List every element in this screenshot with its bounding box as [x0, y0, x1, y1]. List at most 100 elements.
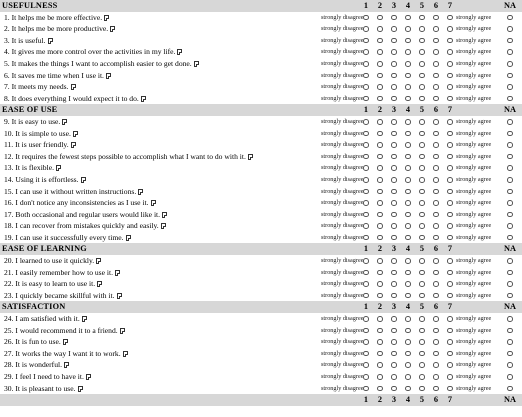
rating-radio-na[interactable] [507, 292, 513, 299]
rating-radio-3[interactable] [391, 165, 397, 171]
rating-radio-4[interactable] [405, 258, 411, 264]
comment-icon[interactable] [115, 269, 121, 276]
rating-radio-6[interactable] [433, 316, 439, 322]
rating-radio-1[interactable] [363, 165, 369, 171]
rating-radio-6[interactable] [433, 176, 439, 183]
rating-radio-5[interactable] [419, 211, 425, 218]
comment-icon[interactable] [247, 153, 253, 160]
rating-radio-6[interactable] [433, 72, 439, 79]
rating-radio-7[interactable] [447, 292, 453, 299]
rating-radio-na[interactable] [507, 37, 513, 44]
rating-radio-7[interactable] [447, 374, 453, 380]
comment-icon[interactable] [85, 374, 91, 380]
rating-radio-2[interactable] [377, 327, 383, 334]
rating-radio-4[interactable] [405, 327, 411, 334]
comment-icon[interactable] [47, 37, 53, 44]
rating-radio-na[interactable] [507, 49, 513, 55]
rating-radio-6[interactable] [433, 165, 439, 171]
rating-radio-na[interactable] [507, 362, 513, 368]
rating-radio-2[interactable] [377, 72, 383, 79]
rating-radio-6[interactable] [433, 223, 439, 229]
rating-radio-2[interactable] [377, 14, 383, 21]
rating-radio-6[interactable] [433, 14, 439, 21]
comment-icon[interactable] [177, 49, 183, 56]
rating-radio-4[interactable] [405, 14, 411, 21]
rating-radio-6[interactable] [433, 339, 439, 345]
rating-radio-7[interactable] [447, 176, 453, 183]
rating-radio-3[interactable] [391, 281, 397, 287]
rating-radio-1[interactable] [363, 118, 369, 125]
rating-radio-1[interactable] [363, 292, 369, 299]
rating-radio-5[interactable] [419, 60, 425, 67]
rating-radio-1[interactable] [363, 223, 369, 229]
comment-icon[interactable] [160, 223, 166, 230]
rating-radio-6[interactable] [433, 153, 439, 160]
rating-radio-2[interactable] [377, 84, 383, 90]
rating-radio-3[interactable] [391, 176, 397, 183]
rating-radio-2[interactable] [377, 49, 383, 55]
rating-radio-7[interactable] [447, 165, 453, 171]
rating-radio-2[interactable] [377, 223, 383, 229]
rating-radio-5[interactable] [419, 234, 425, 241]
rating-radio-6[interactable] [433, 385, 439, 392]
rating-radio-7[interactable] [447, 327, 453, 334]
rating-radio-7[interactable] [447, 234, 453, 241]
rating-radio-6[interactable] [433, 200, 439, 206]
rating-radio-4[interactable] [405, 49, 411, 55]
rating-radio-1[interactable] [363, 49, 369, 55]
rating-radio-1[interactable] [363, 350, 369, 357]
rating-radio-4[interactable] [405, 84, 411, 90]
rating-radio-6[interactable] [433, 26, 439, 32]
rating-radio-2[interactable] [377, 142, 383, 148]
rating-radio-4[interactable] [405, 130, 411, 137]
rating-radio-4[interactable] [405, 374, 411, 380]
rating-radio-na[interactable] [507, 234, 513, 241]
rating-radio-na[interactable] [507, 188, 513, 195]
rating-radio-7[interactable] [447, 142, 453, 148]
rating-radio-4[interactable] [405, 118, 411, 125]
rating-radio-2[interactable] [377, 130, 383, 137]
rating-radio-4[interactable] [405, 316, 411, 322]
rating-radio-6[interactable] [433, 95, 439, 102]
rating-radio-4[interactable] [405, 339, 411, 345]
rating-radio-5[interactable] [419, 188, 425, 195]
rating-radio-3[interactable] [391, 211, 397, 218]
rating-radio-5[interactable] [419, 281, 425, 287]
rating-radio-5[interactable] [419, 142, 425, 148]
rating-radio-7[interactable] [447, 49, 453, 55]
rating-radio-3[interactable] [391, 385, 397, 392]
rating-radio-6[interactable] [433, 234, 439, 241]
rating-radio-na[interactable] [507, 60, 513, 67]
rating-radio-4[interactable] [405, 142, 411, 148]
comment-icon[interactable] [62, 339, 68, 346]
rating-radio-na[interactable] [507, 211, 513, 218]
rating-radio-3[interactable] [391, 374, 397, 380]
rating-radio-3[interactable] [391, 37, 397, 44]
rating-radio-7[interactable] [447, 37, 453, 44]
rating-radio-1[interactable] [363, 14, 369, 21]
rating-radio-1[interactable] [363, 269, 369, 276]
rating-radio-3[interactable] [391, 292, 397, 299]
rating-radio-5[interactable] [419, 200, 425, 206]
rating-radio-2[interactable] [377, 95, 383, 102]
rating-radio-4[interactable] [405, 281, 411, 287]
rating-radio-2[interactable] [377, 211, 383, 218]
rating-radio-7[interactable] [447, 60, 453, 67]
rating-radio-2[interactable] [377, 118, 383, 125]
rating-radio-7[interactable] [447, 316, 453, 322]
rating-radio-6[interactable] [433, 49, 439, 55]
rating-radio-4[interactable] [405, 385, 411, 392]
comment-icon[interactable] [55, 165, 61, 172]
rating-radio-6[interactable] [433, 188, 439, 195]
rating-radio-2[interactable] [377, 200, 383, 206]
rating-radio-7[interactable] [447, 385, 453, 392]
rating-radio-7[interactable] [447, 281, 453, 287]
rating-radio-na[interactable] [507, 176, 513, 183]
rating-radio-4[interactable] [405, 60, 411, 67]
rating-radio-6[interactable] [433, 258, 439, 264]
rating-radio-1[interactable] [363, 60, 369, 67]
rating-radio-5[interactable] [419, 339, 425, 345]
rating-radio-1[interactable] [363, 200, 369, 206]
rating-radio-5[interactable] [419, 72, 425, 79]
rating-radio-5[interactable] [419, 153, 425, 160]
